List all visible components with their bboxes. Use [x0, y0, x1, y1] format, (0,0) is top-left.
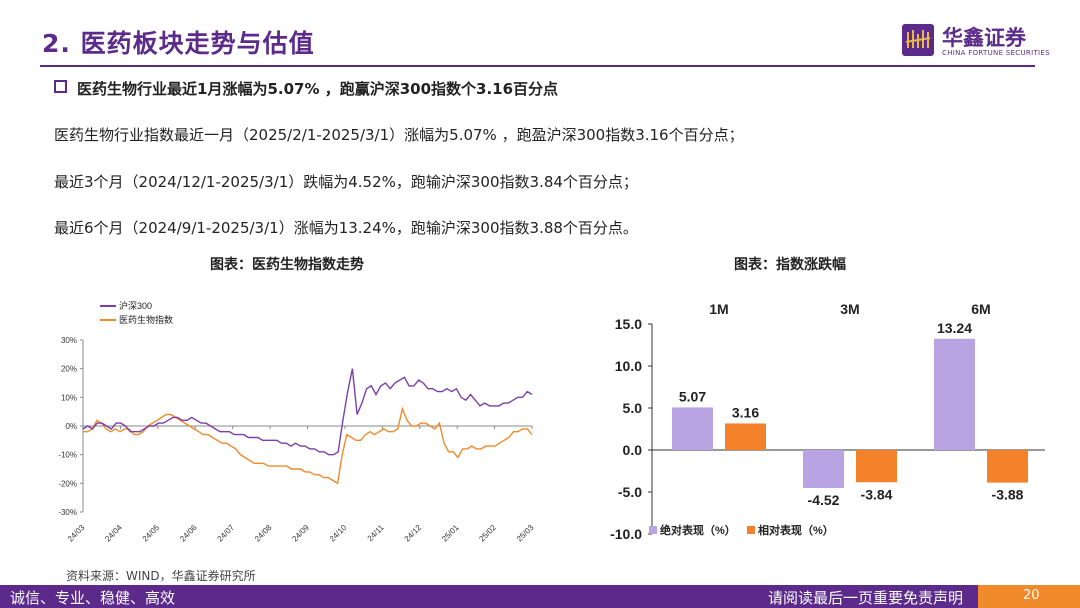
line-chart-y-tick-label: 20%: [61, 365, 77, 374]
headline: 医药生物行业最近1月涨幅为5.07% ，跑赢沪深300指数个3.16百分点: [54, 78, 558, 99]
bar-chart-y-tick-label: -10.0: [610, 526, 642, 542]
line-chart-x-tick-label: 24/12: [403, 523, 424, 544]
footer-disclaimer: 请阅读最后一页重要免责声明: [768, 589, 964, 607]
line-chart-series-line: [82, 368, 533, 456]
bar-chart-bar: [987, 450, 1028, 483]
bar-chart-y-tick-label: -5.0: [618, 484, 642, 500]
company-logo: 华鑫证券 CHINA FORTUNE SECURITIES: [902, 22, 1052, 62]
line-chart-x-tick-label: 25/03: [515, 523, 536, 544]
line-chart-caption: 图表：医药生物指数走势: [210, 257, 364, 273]
bar-chart-bar: [725, 423, 766, 450]
bar-chart-category-label: 3M: [840, 301, 859, 317]
bar-chart-legend-swatch: [649, 526, 657, 534]
footer-bar: 诚信、专业、稳健、高效 请阅读最后一页重要免责声明 20: [0, 585, 1080, 608]
line-chart-x-tick-label: 25/02: [477, 523, 498, 544]
line-chart-x-tick-label: 25/01: [440, 523, 461, 544]
square-bullet-icon: [54, 80, 67, 93]
logo-name: 华鑫证券: [942, 26, 1026, 50]
bar-chart-y-tick-label: 10.0: [615, 358, 642, 374]
line-chart-x-tick-label: 24/04: [103, 523, 124, 544]
line-chart-y-tick-label: -20%: [58, 479, 77, 488]
line-chart-x-tick-label: 24/03: [66, 523, 87, 544]
line-chart-x-tick-label: 24/08: [253, 523, 274, 544]
page-number: 20: [1023, 588, 1040, 603]
line-chart-x-tick-label: 24/09: [290, 523, 311, 544]
line-chart-x-tick-label: 24/11: [366, 523, 386, 543]
line-chart-x-tick-label: 24/10: [328, 523, 349, 544]
bar-chart-y-tick-label: 15.0: [615, 316, 642, 332]
source-note: 资料来源：WIND，华鑫证券研究所: [66, 569, 256, 583]
page-title: 2. 医药板块走势与估值: [42, 29, 315, 58]
line-chart-y-tick-label: -30%: [58, 508, 77, 517]
bar-chart-legend-label: 绝对表现（%）: [660, 523, 736, 537]
bar-chart: 15.0 10.0 5.0 0.0 -5.0 -10.0 1M 5.07 3.16 3M -4.52…: [610, 301, 1045, 542]
footer-page-block: 20: [978, 585, 1080, 608]
line-chart-x-tick-label: 24/06: [178, 523, 199, 544]
bar-chart-category-label: 6M: [971, 301, 990, 317]
bar-chart-legend-label: 相对表现（%）: [758, 523, 834, 537]
paragraph-6m: 最近6个月（2024/9/1-2025/3/1）涨幅为13.24%，跑输沪深30…: [54, 219, 638, 237]
line-chart-y-tick-label: 0%: [65, 422, 77, 431]
line-chart-y-tick-label: -10%: [58, 451, 77, 460]
bar-chart-caption: 图表：指数涨跌幅: [734, 257, 846, 273]
line-chart-x-tick-label: 24/07: [216, 523, 237, 544]
headline-text: 医药生物行业最近1月涨幅为5.07% ，跑赢沪深300指数个3.16百分点: [77, 80, 559, 98]
bar-chart-bar: [934, 338, 975, 450]
bar-chart-y-tick-label: 5.0: [623, 400, 643, 416]
logo-english-name: CHINA FORTUNE SECURITIES: [942, 49, 1050, 57]
bar-chart-legend-swatch: [747, 526, 755, 534]
line-chart-legend-label: 医药生物指数: [119, 314, 173, 325]
bar-chart-y-tick-label: 0.0: [623, 442, 643, 458]
title-rule: [40, 65, 1035, 67]
bar-chart-bar: [672, 407, 713, 450]
paragraph-1m: 医药生物行业指数最近一月（2025/2/1-2025/3/1）涨幅为5.07% …: [54, 126, 744, 144]
bar-chart-value-label: -3.84: [861, 486, 893, 502]
bar-chart-bar: [803, 450, 844, 488]
line-chart-y-tick-label: 30%: [61, 336, 77, 345]
bar-chart-value-label: 3.16: [732, 404, 759, 420]
footer-slogan: 诚信、专业、稳健、高效: [10, 589, 176, 607]
line-chart-x-tick-label: 24/05: [141, 523, 162, 544]
logo-mark-icon: [902, 24, 934, 56]
bar-chart-value-label: 5.07: [679, 388, 706, 404]
bar-chart-value-label: -3.88: [992, 487, 1024, 503]
line-chart-series-line: [83, 406, 533, 485]
bar-chart-value-label: 13.24: [937, 320, 972, 336]
bar-chart-bar: [856, 450, 897, 483]
line-chart-y-tick-label: 10%: [61, 393, 77, 402]
bar-chart-category-label: 1M: [709, 301, 728, 317]
paragraph-3m: 最近3个月（2024/12/1-2025/3/1）跌幅为4.52%，跑输沪深30…: [54, 173, 638, 191]
line-chart-legend-label: 沪深300: [119, 300, 152, 311]
bar-chart-value-label: -4.52: [808, 492, 840, 508]
line-chart: 30% 20% 10% 0% -10% -20% -30% 24/03 24/04 24/05 24…: [58, 300, 536, 544]
